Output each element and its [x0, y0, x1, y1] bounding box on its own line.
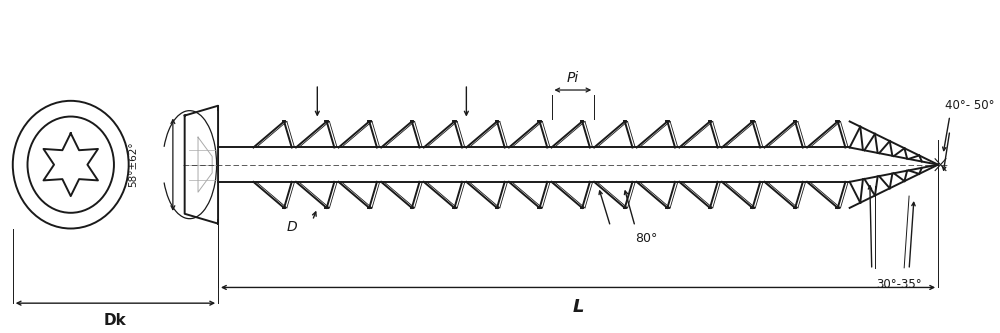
Text: 40°- 50°: 40°- 50° [945, 99, 994, 112]
Text: 30°-35°: 30°-35° [876, 278, 922, 291]
Text: D: D [287, 219, 298, 233]
Text: 80°: 80° [635, 232, 657, 245]
Text: Pi: Pi [567, 71, 579, 85]
Text: L: L [572, 298, 584, 316]
Text: 58°±62°: 58°±62° [129, 142, 139, 187]
Text: Dk: Dk [104, 313, 127, 328]
